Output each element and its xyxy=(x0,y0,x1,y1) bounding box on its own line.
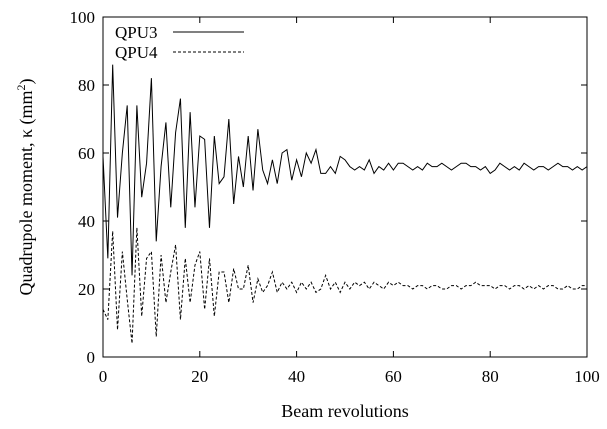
y-tick-label: 40 xyxy=(78,212,95,231)
y-axis-label-main: Quadrupole moment, κ (mm xyxy=(16,90,37,295)
series-line-qpu3 xyxy=(102,64,588,276)
x-axis-label: Beam revolutions xyxy=(281,401,408,421)
series-line-qpu4 xyxy=(102,227,587,344)
x-tick-label: 100 xyxy=(574,367,600,386)
plot-frame xyxy=(102,16,588,358)
legend: QPU3 QPU4 xyxy=(115,23,244,62)
legend-label-qpu4: QPU4 xyxy=(115,43,158,62)
x-tick-label: 80 xyxy=(482,367,499,386)
x-tick-label: 0 xyxy=(99,367,108,386)
y-axis-label: Quadrupole moment, κ (mm2) xyxy=(14,78,37,295)
x-tick-label: 20 xyxy=(191,367,208,386)
y-tick-label: 60 xyxy=(78,144,95,163)
tick-layer: 0 20 40 60 80 100 0 20 40 60 80 100 xyxy=(70,8,600,386)
y-axis-label-close: ) xyxy=(16,78,37,84)
y-tick-label: 20 xyxy=(78,280,95,299)
y-tick-label: 80 xyxy=(78,76,95,95)
y-tick-label: 0 xyxy=(87,348,96,367)
x-tick-label: 60 xyxy=(385,367,402,386)
legend-label-qpu3: QPU3 xyxy=(115,23,158,42)
y-tick-label: 100 xyxy=(70,8,96,27)
series-layer xyxy=(102,64,588,344)
y-axis-label-superscript: 2 xyxy=(14,84,28,90)
x-tick-label: 40 xyxy=(288,367,305,386)
